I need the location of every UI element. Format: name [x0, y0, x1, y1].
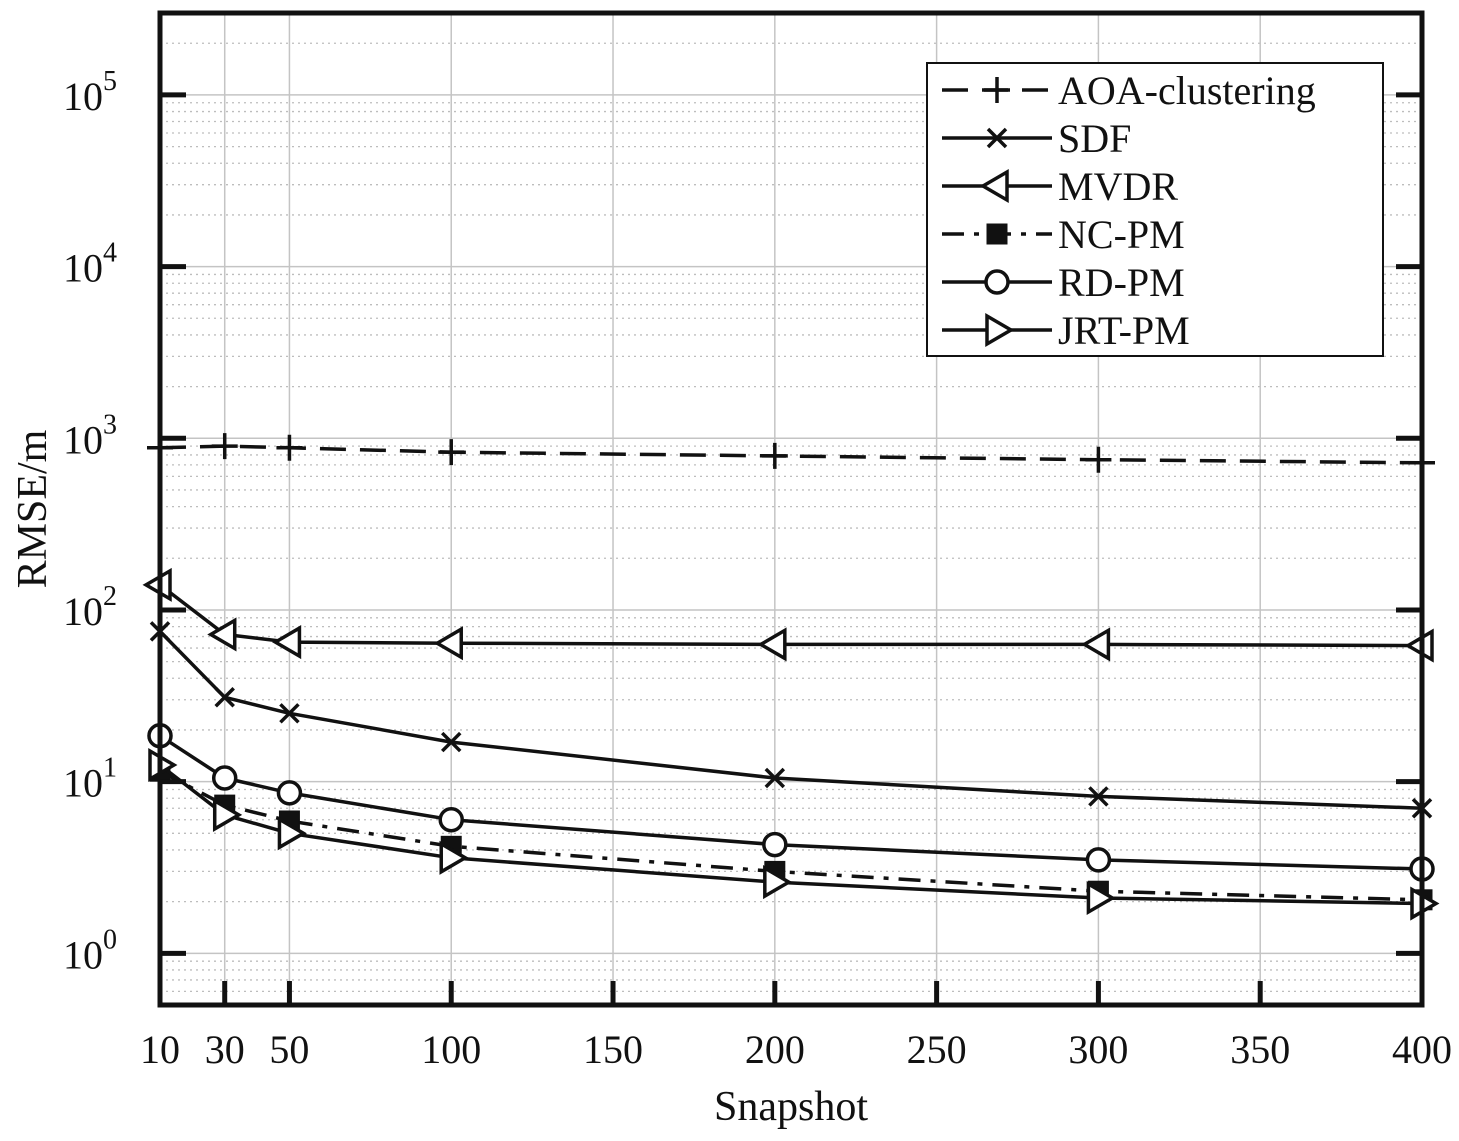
legend-item: JRT-PM — [942, 308, 1190, 353]
x-marker — [279, 703, 300, 724]
circle-marker — [1085, 847, 1112, 873]
legend-item: MVDR — [942, 164, 1178, 209]
legend-item: RD-PM — [942, 260, 1185, 305]
legend-item: AOA-clustering — [942, 68, 1316, 113]
x-marker — [440, 731, 462, 753]
y-tick-label: 102 — [63, 581, 117, 634]
series-line — [159, 769, 1423, 902]
x-marker — [986, 127, 1008, 149]
y-tick-label: 101 — [63, 753, 117, 806]
x-tick-label: 30 — [205, 1027, 245, 1072]
series-nc-pm — [149, 760, 1433, 911]
plus-marker — [1085, 446, 1112, 473]
series-layer — [142, 433, 1440, 921]
triangle-right-marker — [439, 840, 469, 875]
legend-label: MVDR — [1058, 164, 1178, 209]
triangle-left-marker — [979, 168, 1009, 204]
triangle-left-marker — [207, 617, 237, 652]
x-marker — [1088, 786, 1109, 807]
circle-marker — [211, 765, 238, 791]
triangle-left-marker — [433, 626, 463, 661]
series-sdf — [149, 621, 1433, 819]
triangle-left-marker — [271, 625, 302, 660]
plus-marker — [761, 442, 788, 469]
circle-marker — [276, 780, 303, 806]
legend-label: NC-PM — [1058, 212, 1185, 257]
x-tick-label: 100 — [421, 1027, 481, 1072]
circle-marker — [984, 269, 1010, 295]
tick-marks — [157, 92, 1425, 1005]
square-marker — [986, 223, 1008, 245]
x-tick-label: 200 — [745, 1027, 805, 1072]
y-tick-labels: 100 101 102 103 104 105 — [63, 66, 117, 977]
triangle-right-marker — [1086, 880, 1116, 916]
y-axis-title: RMSE/m — [10, 429, 56, 588]
x-tick-label: 50 — [269, 1027, 309, 1072]
triangle-left-marker — [1080, 627, 1111, 662]
plot-frame — [157, 10, 1425, 1008]
x-tick-label: 10 — [140, 1027, 180, 1072]
x-axis-title: Snapshot — [714, 1084, 868, 1130]
y-tick-label: 103 — [63, 409, 117, 462]
legend-box — [926, 62, 1384, 357]
x-tick-label: 400 — [1392, 1027, 1452, 1072]
x-marker — [764, 767, 786, 789]
legend-label: JRT-PM — [1058, 308, 1190, 353]
series-mvdr — [142, 567, 1434, 663]
x-tick-label: 250 — [907, 1027, 967, 1072]
legend-label: AOA-clustering — [1058, 68, 1316, 113]
triangle-right-marker — [763, 865, 793, 900]
y-tick-label: 100 — [63, 924, 117, 977]
y-tick-label: 104 — [63, 238, 117, 291]
x-tick-label: 350 — [1230, 1027, 1290, 1072]
legend-label: SDF — [1058, 116, 1131, 161]
legend-label: RD-PM — [1058, 260, 1185, 305]
x-marker — [214, 687, 235, 708]
x-tick-labels: 10 30 50 100 150 200 250 300 350 400 — [140, 1027, 1452, 1072]
triangle-right-marker — [212, 797, 243, 832]
legend-item: NC-PM — [942, 212, 1185, 257]
triangle-right-marker — [985, 312, 1015, 348]
plus-marker — [984, 77, 1010, 103]
triangle-left-marker — [757, 627, 787, 662]
legend-item: SDF — [942, 116, 1131, 161]
plus-marker — [276, 434, 303, 461]
triangle-right-marker — [277, 816, 307, 851]
x-tick-label: 150 — [583, 1027, 643, 1072]
x-tick-label: 300 — [1068, 1027, 1128, 1072]
plus-marker — [438, 439, 465, 466]
plus-marker — [211, 433, 238, 460]
y-tick-label: 105 — [63, 66, 117, 119]
series-jrt-pm — [148, 747, 1440, 921]
circle-marker — [438, 806, 464, 833]
circle-marker — [762, 831, 788, 858]
